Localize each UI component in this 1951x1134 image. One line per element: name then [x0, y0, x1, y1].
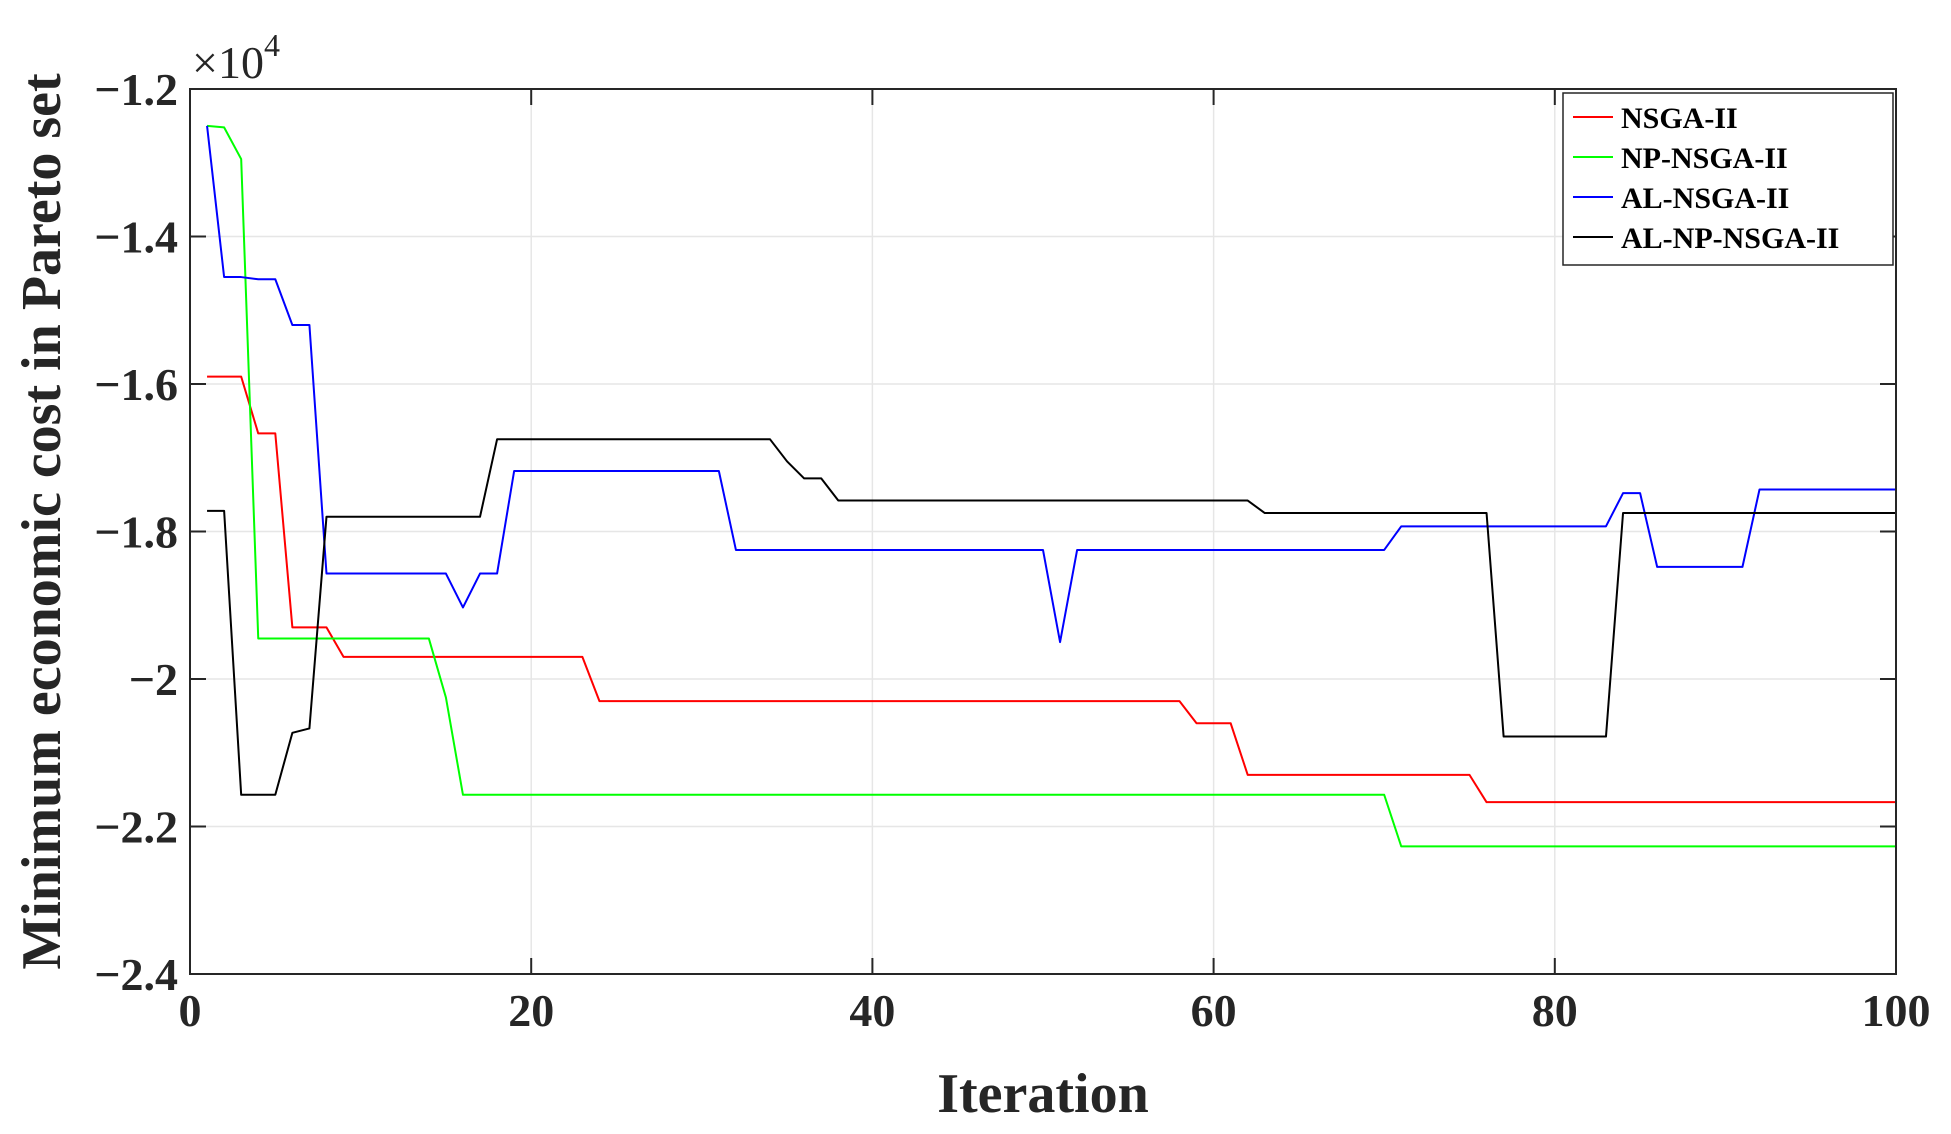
series-layer: [206, 124, 1896, 848]
legend-label: AL-NSGA-II: [1621, 182, 1789, 215]
y-tick-label: −2.4: [94, 949, 178, 1000]
legend-label: AL-NP-NSGA-II: [1621, 222, 1839, 255]
y-axis-multiplier-base: ×10: [192, 37, 264, 88]
x-tick-label: 20: [508, 985, 554, 1036]
series-line-np-nsga-ii: [206, 124, 1896, 848]
x-tick-label: 40: [849, 985, 895, 1036]
y-tick-label: −1.4: [94, 212, 178, 263]
x-tick-label: 60: [1191, 985, 1237, 1036]
y-tick-label: −1.2: [94, 64, 178, 115]
x-tick-label: 0: [179, 985, 202, 1036]
y-axis-title: Minimum economic cost in Pareto set: [11, 73, 73, 970]
y-axis-multiplier-exponent: 4: [264, 27, 280, 63]
axis-ticks: 0 20 40 60 80 100 −1.2 −1.4 −1.6 −1.8 −2 −2.2 −2.4: [94, 64, 1930, 1036]
x-tick-label: 80: [1532, 985, 1578, 1036]
legend-label: NSGA-II: [1621, 102, 1738, 135]
y-tick-label: −2.2: [94, 802, 178, 853]
series-line-al-nsga-ii: [206, 125, 1896, 644]
legend: NSGA-II NP-NSGA-II AL-NSGA-II AL-NP-NSGA-II: [1562, 92, 1894, 266]
y-tick-label: −2: [129, 654, 178, 705]
series-line-nsga-ii: [207, 375, 1896, 804]
y-axis-multiplier: ×104: [192, 27, 280, 88]
y-tick-label: −1.8: [94, 507, 178, 558]
x-axis-title: Iteration: [937, 1063, 1149, 1125]
grid-lines: [190, 89, 1896, 974]
series-line-al-np-nsga-ii: [207, 438, 1896, 796]
x-tick-label: 100: [1862, 985, 1931, 1036]
legend-box: [1562, 92, 1894, 266]
legend-label: NP-NSGA-II: [1621, 142, 1788, 175]
y-tick-label: −1.6: [94, 359, 178, 410]
